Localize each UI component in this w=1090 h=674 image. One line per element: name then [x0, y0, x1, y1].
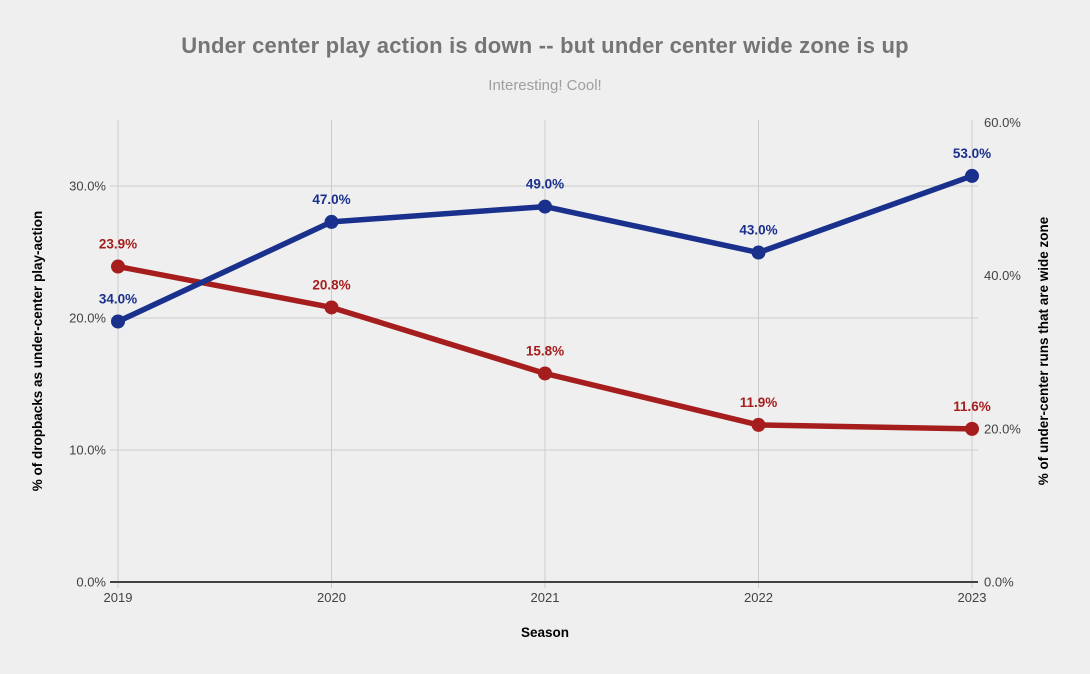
data-label: 49.0%	[526, 177, 564, 192]
data-label: 43.0%	[739, 223, 777, 238]
data-point	[324, 214, 339, 229]
chart-subtitle: Interesting! Cool!	[488, 77, 602, 94]
y-tick-label-left: 10.0%	[69, 443, 106, 458]
data-label: 11.9%	[740, 395, 778, 410]
x-tick-label: 2022	[744, 590, 773, 605]
y-tick-label-right: 0.0%	[984, 575, 1014, 590]
data-label: 23.9%	[99, 237, 137, 252]
x-tick-label: 2020	[317, 590, 346, 605]
data-label: 11.6%	[953, 399, 991, 414]
data-label: 53.0%	[953, 146, 991, 161]
data-point	[111, 259, 125, 274]
x-axis-title: Season	[521, 625, 569, 640]
data-point	[965, 168, 979, 183]
data-point	[751, 417, 766, 432]
data-point	[965, 421, 979, 436]
x-tick-label: 2023	[958, 590, 987, 605]
left-axis-title: % of dropbacks as under-center play-acti…	[30, 211, 45, 492]
y-tick-label-right: 60.0%	[984, 115, 1021, 130]
y-tick-label-left: 20.0%	[69, 311, 106, 326]
data-label: 47.0%	[312, 192, 350, 207]
y-tick-label-left: 30.0%	[69, 179, 106, 194]
data-point	[324, 300, 339, 315]
data-point	[538, 366, 552, 381]
y-tick-label-left: 0.0%	[76, 575, 106, 590]
y-tick-label-right: 20.0%	[984, 421, 1021, 436]
data-label: 34.0%	[99, 292, 137, 307]
data-point	[111, 314, 125, 329]
x-tick-label: 2021	[531, 590, 560, 605]
data-point	[751, 245, 766, 260]
chart-title: Under center play action is down -- but …	[181, 33, 909, 58]
data-label: 20.8%	[312, 277, 350, 292]
data-point	[538, 199, 552, 214]
data-label: 15.8%	[526, 343, 564, 358]
y-tick-label-right: 40.0%	[984, 268, 1021, 283]
x-tick-label: 2019	[104, 590, 133, 605]
right-axis-title: % of under-center runs that are wide zon…	[1036, 216, 1051, 485]
